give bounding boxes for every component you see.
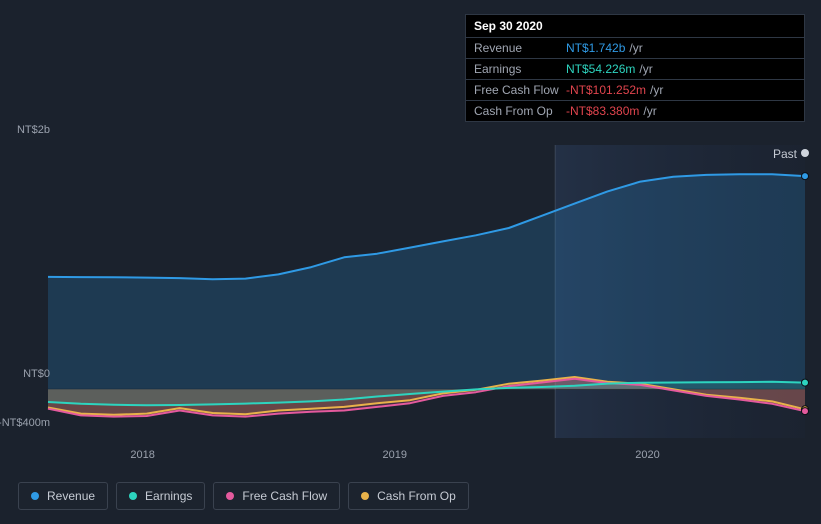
legend-label: Revenue [47, 489, 95, 503]
legend-label: Cash From Op [377, 489, 456, 503]
legend-label: Earnings [145, 489, 192, 503]
tooltip-unit: /yr [629, 41, 642, 55]
legend-dot-icon [226, 492, 234, 500]
tooltip-label: Cash From Op [474, 104, 566, 118]
chart-legend: Revenue Earnings Free Cash Flow Cash From O… [18, 482, 469, 510]
tooltip-value: NT$1.742b [566, 41, 625, 55]
y-axis-label: NT$2b [17, 124, 50, 136]
tooltip-row: Cash From Op-NT$83.380m/yr [466, 101, 804, 121]
legend-dot-icon [129, 492, 137, 500]
x-axis-label: 2019 [382, 449, 406, 461]
tooltip-value: NT$54.226m [566, 62, 635, 76]
tooltip-label: Earnings [474, 62, 566, 76]
chart-tooltip: Sep 30 2020 RevenueNT$1.742b/yrEarningsN… [465, 14, 805, 122]
legend-dot-icon [361, 492, 369, 500]
legend-dot-icon [31, 492, 39, 500]
legend-item-free-cash-flow[interactable]: Free Cash Flow [213, 482, 340, 510]
tooltip-value: -NT$101.252m [566, 83, 646, 97]
x-axis-label: 2018 [130, 449, 154, 461]
tooltip-row: EarningsNT$54.226m/yr [466, 59, 804, 80]
tooltip-unit: /yr [639, 62, 652, 76]
y-axis-label: -NT$400m [0, 417, 50, 429]
legend-item-cash-from-op[interactable]: Cash From Op [348, 482, 469, 510]
x-axis-label: 2020 [635, 449, 659, 461]
tooltip-row: Free Cash Flow-NT$101.252m/yr [466, 80, 804, 101]
legend-label: Free Cash Flow [242, 489, 327, 503]
tooltip-unit: /yr [643, 104, 656, 118]
tooltip-unit: /yr [650, 83, 663, 97]
tooltip-row: RevenueNT$1.742b/yr [466, 38, 804, 59]
tooltip-title: Sep 30 2020 [466, 15, 804, 38]
tooltip-value: -NT$83.380m [566, 104, 639, 118]
past-label: Past [773, 147, 797, 161]
y-axis-label: NT$0 [23, 368, 50, 380]
legend-item-earnings[interactable]: Earnings [116, 482, 205, 510]
legend-item-revenue[interactable]: Revenue [18, 482, 108, 510]
tooltip-label: Free Cash Flow [474, 83, 566, 97]
tooltip-label: Revenue [474, 41, 566, 55]
